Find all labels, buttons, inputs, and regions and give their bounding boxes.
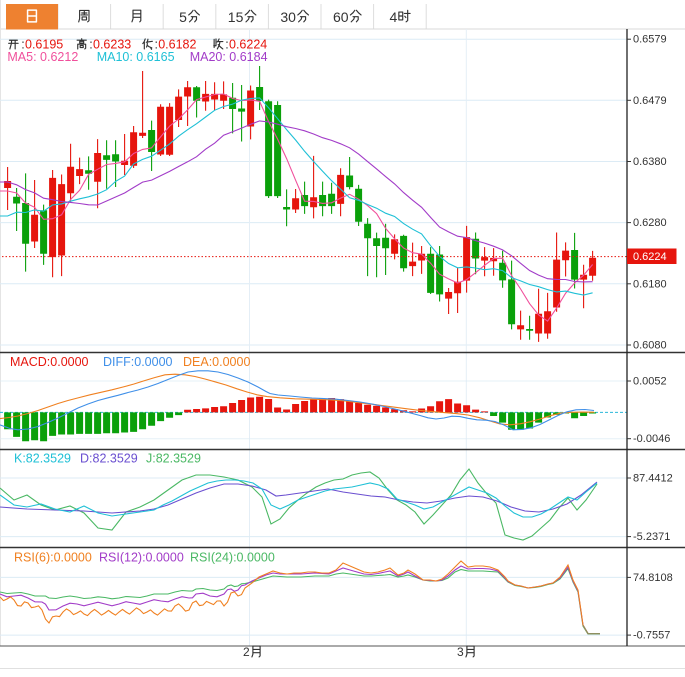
svg-text:30: 30 <box>280 9 296 25</box>
svg-text:3: 3 <box>457 645 464 659</box>
svg-text:74.8108: 74.8108 <box>633 572 673 584</box>
svg-text:K:82.3529: K:82.3529 <box>14 452 71 466</box>
svg-text:0.6280: 0.6280 <box>633 217 667 229</box>
svg-text::: : <box>21 38 24 52</box>
svg-text:J:82.3529: J:82.3529 <box>146 452 201 466</box>
svg-text:-0.7557: -0.7557 <box>633 630 670 642</box>
svg-text:0.6224: 0.6224 <box>229 38 267 52</box>
svg-text:4: 4 <box>390 9 398 25</box>
svg-text:-0.0046: -0.0046 <box>633 433 670 445</box>
svg-text::: : <box>155 38 158 52</box>
svg-text:MA5: 0.6212: MA5: 0.6212 <box>7 50 78 64</box>
svg-text:87.4412: 87.4412 <box>633 473 673 485</box>
svg-text:0.6579: 0.6579 <box>633 34 667 46</box>
svg-text:MA20: 0.6184: MA20: 0.6184 <box>190 50 268 64</box>
svg-text:0.0052: 0.0052 <box>633 376 667 388</box>
svg-text:DIFF:0.0000: DIFF:0.0000 <box>103 355 173 369</box>
svg-text:-5.2371: -5.2371 <box>633 531 670 543</box>
svg-text:0.6380: 0.6380 <box>633 156 667 168</box>
svg-text::: : <box>89 38 92 52</box>
svg-text:0.6180: 0.6180 <box>633 278 667 290</box>
svg-text:DEA:0.0000: DEA:0.0000 <box>183 355 250 369</box>
svg-text:RSI(6):0.0000: RSI(6):0.0000 <box>14 551 92 565</box>
svg-text:0.6182: 0.6182 <box>158 38 196 52</box>
svg-text:RSI(24):0.0000: RSI(24):0.0000 <box>190 551 275 565</box>
svg-text:0.6224: 0.6224 <box>633 251 667 263</box>
svg-text:0.6195: 0.6195 <box>25 38 63 52</box>
svg-text:RSI(12):0.0000: RSI(12):0.0000 <box>99 551 184 565</box>
svg-text:0.6233: 0.6233 <box>93 38 131 52</box>
svg-text:15: 15 <box>228 9 244 25</box>
svg-text:0.6080: 0.6080 <box>633 340 667 352</box>
svg-text:2: 2 <box>243 645 250 659</box>
svg-text:D:82.3529: D:82.3529 <box>80 452 138 466</box>
svg-text:0.6479: 0.6479 <box>633 95 667 107</box>
svg-text:MACD:0.0000: MACD:0.0000 <box>10 355 89 369</box>
svg-text::: : <box>225 38 228 52</box>
svg-text:5: 5 <box>179 9 187 25</box>
svg-text:60: 60 <box>333 9 349 25</box>
svg-text:MA10: 0.6165: MA10: 0.6165 <box>97 50 175 64</box>
